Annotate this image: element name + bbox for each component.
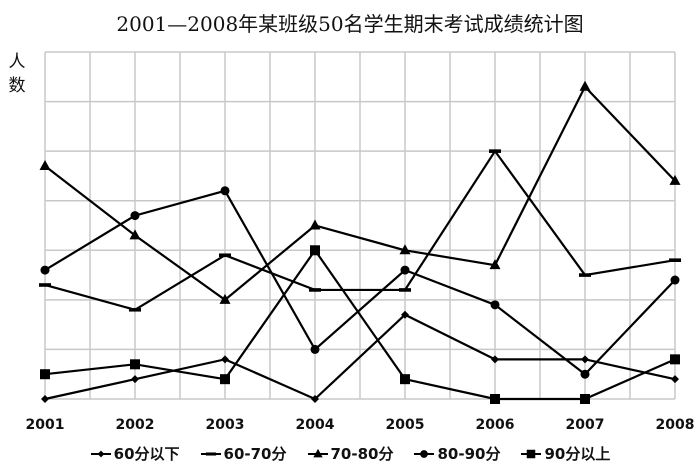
legend-item: 70-80分 (307, 443, 394, 464)
square-marker-icon (40, 369, 50, 380)
triangle-marker-icon (579, 80, 591, 91)
triangle-marker-icon (219, 293, 231, 304)
square-marker-icon (400, 374, 410, 385)
series-circle (40, 186, 680, 379)
circle-marker-icon (40, 265, 50, 275)
x-tick-label: 2003 (206, 417, 245, 433)
circle-marker-icon (220, 186, 230, 196)
x-tick-label: 2002 (116, 417, 155, 433)
legend: 60分以下 60-70分 70-80分 80-90分 90分以上 (0, 443, 700, 464)
legend-label: 90分以上 (544, 445, 611, 463)
square-marker-icon (130, 359, 140, 370)
legend-item: 80-90分 (413, 443, 500, 464)
triangle-marker-icon (39, 160, 51, 171)
triangle-marker-icon (669, 174, 681, 185)
circle-marker-icon (490, 300, 500, 310)
circle-marker-icon (580, 369, 590, 379)
legend-label: 60分以下 (113, 445, 180, 463)
x-tick-label: 2006 (476, 417, 515, 433)
chart-title: 2001—2008年某班级50名学生期末考试成绩统计图 (116, 12, 584, 36)
diamond-marker-icon (131, 375, 139, 384)
series-line (44, 84, 676, 302)
x-tick-label: 2007 (566, 417, 605, 433)
circle-marker-icon (400, 265, 410, 275)
legend-item: 60-70分 (200, 443, 287, 464)
legend-label: 60-70分 (223, 445, 287, 463)
x-tick-label: 2004 (296, 417, 335, 433)
series-dash (39, 149, 681, 312)
x-tick-label: 2005 (386, 417, 425, 433)
square-marker-icon (580, 394, 590, 404)
circle-marker-icon (420, 449, 429, 458)
triangle-marker-icon (312, 448, 323, 457)
dash-marker-icon (309, 288, 321, 292)
triangle-marker-icon (309, 219, 321, 230)
y-axis-label-char-2: 数 (8, 76, 26, 96)
series-triangle (39, 80, 681, 304)
square-marker-icon (310, 245, 320, 256)
y-axis-label: 人 数 (6, 50, 28, 98)
diamond-marker-icon (41, 395, 49, 403)
series-lines (39, 80, 681, 404)
dash-marker-icon (669, 258, 681, 262)
dash-marker-icon (219, 253, 231, 258)
diamond-marker-icon (97, 450, 105, 457)
grid-lines (44, 51, 676, 400)
circle-legend-icon (414, 449, 435, 458)
legend-label: 70-80分 (330, 445, 394, 463)
diamond-marker-icon (311, 395, 319, 403)
triangle-marker-icon (129, 229, 141, 240)
x-axis-ticks: 2001 2002 2003 2004 2005 2006 2007 2008 (26, 417, 695, 433)
square-marker-icon (527, 449, 536, 458)
dash-marker-icon (129, 307, 141, 312)
series-line (44, 313, 676, 401)
circle-marker-icon (130, 211, 140, 221)
series-line (44, 189, 676, 376)
series-line (44, 248, 676, 401)
dash-marker-icon (579, 273, 591, 277)
legend-item: 90分以上 (520, 443, 610, 464)
dash-marker-icon (39, 283, 51, 287)
triangle-legend-icon (307, 448, 328, 457)
dash-legend-icon (200, 451, 221, 456)
y-axis-label-char-1: 人 (8, 52, 26, 72)
dash-marker-icon (205, 451, 216, 456)
square-marker-icon (670, 354, 680, 365)
circle-marker-icon (670, 275, 680, 285)
square-marker-icon (490, 394, 500, 404)
diamond-legend-icon (90, 450, 111, 457)
legend-label: 80-90分 (437, 445, 501, 463)
series-line (44, 149, 676, 311)
dash-marker-icon (489, 149, 501, 153)
x-tick-label: 2008 (656, 417, 695, 433)
triangle-marker-icon (489, 259, 501, 270)
square-marker-icon (220, 374, 230, 385)
series-square (40, 245, 680, 404)
diamond-marker-icon (671, 375, 679, 384)
circle-marker-icon (310, 344, 320, 354)
square-legend-icon (521, 449, 542, 458)
dash-marker-icon (399, 288, 411, 292)
diamond-marker-icon (221, 355, 229, 364)
x-tick-label: 2001 (26, 417, 65, 433)
diamond-marker-icon (581, 355, 589, 364)
triangle-marker-icon (399, 244, 411, 255)
diamond-marker-icon (491, 355, 499, 364)
series-diamond (41, 310, 679, 403)
legend-item: 60分以下 (90, 443, 180, 464)
diamond-marker-icon (401, 310, 409, 319)
